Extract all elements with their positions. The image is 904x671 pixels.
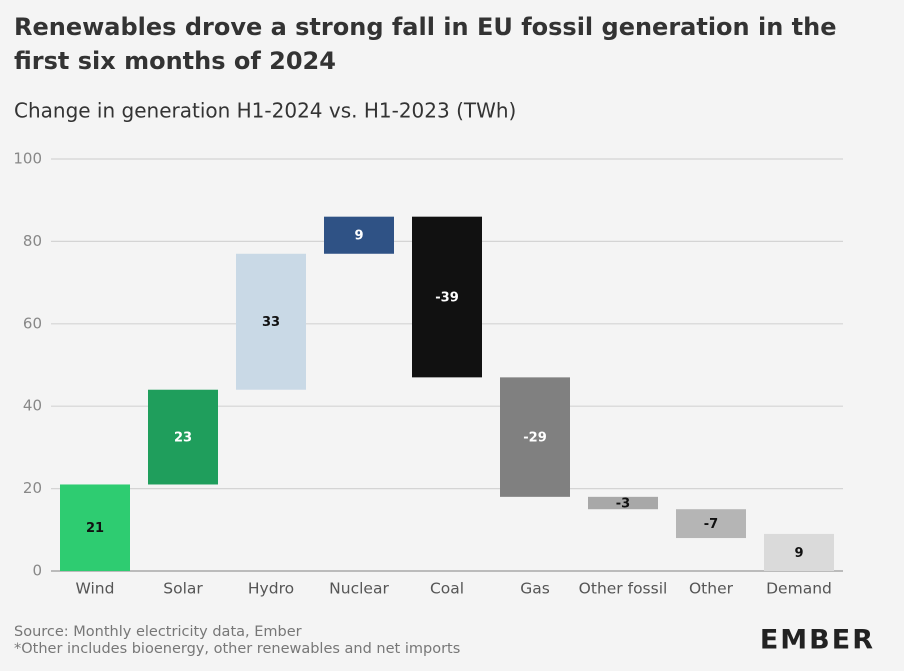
value-label: 23 (174, 431, 192, 446)
y-tick-label: 40 (23, 397, 42, 415)
x-tick-label: Demand (766, 580, 832, 598)
bar (764, 533, 834, 571)
note: *Other includes bioenergy, other renewab… (14, 641, 460, 657)
x-tick-label: Hydro (248, 580, 294, 598)
value-label: -29 (523, 431, 547, 446)
x-tick-label: Other (689, 580, 734, 598)
y-tick-label: 20 (23, 479, 42, 497)
bar (676, 509, 746, 539)
source: Source: Monthly electricity data, Ember (14, 624, 302, 640)
bar (236, 253, 306, 390)
x-tick-label: Coal (430, 580, 464, 598)
bar (60, 484, 130, 571)
bar (412, 216, 482, 378)
x-tick-label: Solar (163, 580, 203, 598)
logo: EMBER (760, 625, 875, 656)
y-tick-label: 100 (13, 150, 42, 168)
value-label: -7 (704, 517, 718, 532)
x-tick-label: Nuclear (329, 580, 389, 598)
x-tick-label: Gas (520, 580, 550, 598)
value-label: 9 (354, 229, 363, 244)
x-tick-label: Other fossil (579, 580, 668, 598)
bar (588, 496, 658, 510)
value-label: -3 (616, 497, 630, 512)
y-tick-label: 60 (23, 314, 42, 332)
value-label: 9 (794, 546, 803, 561)
value-label: 33 (262, 315, 280, 330)
value-label: 21 (86, 521, 104, 536)
chart-title: Renewables drove a strong fall in EU fos… (14, 13, 837, 75)
y-tick-label: 0 (32, 562, 42, 580)
y-tick-label: 80 (23, 232, 42, 250)
title-box: Renewables drove a strong fall in EU fos… (14, 13, 837, 75)
x-tick-label: Wind (76, 580, 115, 598)
bar (324, 216, 394, 254)
plot: 0 20 40 60 80 100 Wind 21 Solar 23 Hydro 33 Nuclear 9… (13, 150, 843, 598)
value-label: -39 (435, 291, 459, 306)
chart-subtitle: Change in generation H1-2024 vs. H1-2023… (14, 99, 516, 123)
bar (500, 377, 570, 497)
bar (148, 389, 218, 485)
